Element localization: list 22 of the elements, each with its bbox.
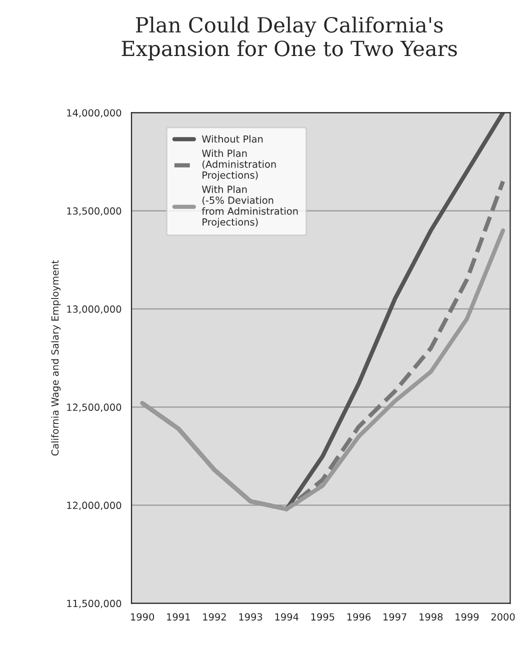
x-tick-label: 1996 [347, 613, 370, 621]
x-tick-label: 1993 [239, 613, 262, 621]
legend-label: Without Plan [202, 135, 263, 143]
x-tick-label: 1998 [420, 613, 443, 621]
x-tick-label: 1990 [131, 613, 154, 621]
y-tick-label: 12,000,000 [67, 502, 122, 510]
y-tick-label: 13,000,000 [67, 305, 122, 314]
chart-title: Plan Could Delay California's Expansion for One to Two Years [122, 16, 457, 60]
y-tick-label: 11,500,000 [67, 600, 122, 608]
x-tick-label: 1994 [275, 613, 298, 621]
x-tick-label: 2000 [491, 613, 515, 621]
x-tick-label: 1992 [203, 613, 226, 621]
x-tick-label: 1991 [167, 613, 190, 621]
y-axis-title: California Wage and Salary Employment [51, 260, 61, 456]
x-tick-label: 1997 [383, 613, 406, 621]
legend-label: With Plan (Administration Projections) [202, 149, 276, 181]
legend-label: With Plan (-5% Deviation from Administration Projections) [202, 185, 298, 228]
y-tick-label: 14,000,000 [67, 109, 122, 118]
y-tick-label: 13,500,000 [67, 207, 122, 216]
x-tick-label: 1995 [311, 613, 334, 621]
x-tick-label: 1999 [456, 613, 479, 621]
y-tick-label: 12,500,000 [67, 404, 122, 412]
